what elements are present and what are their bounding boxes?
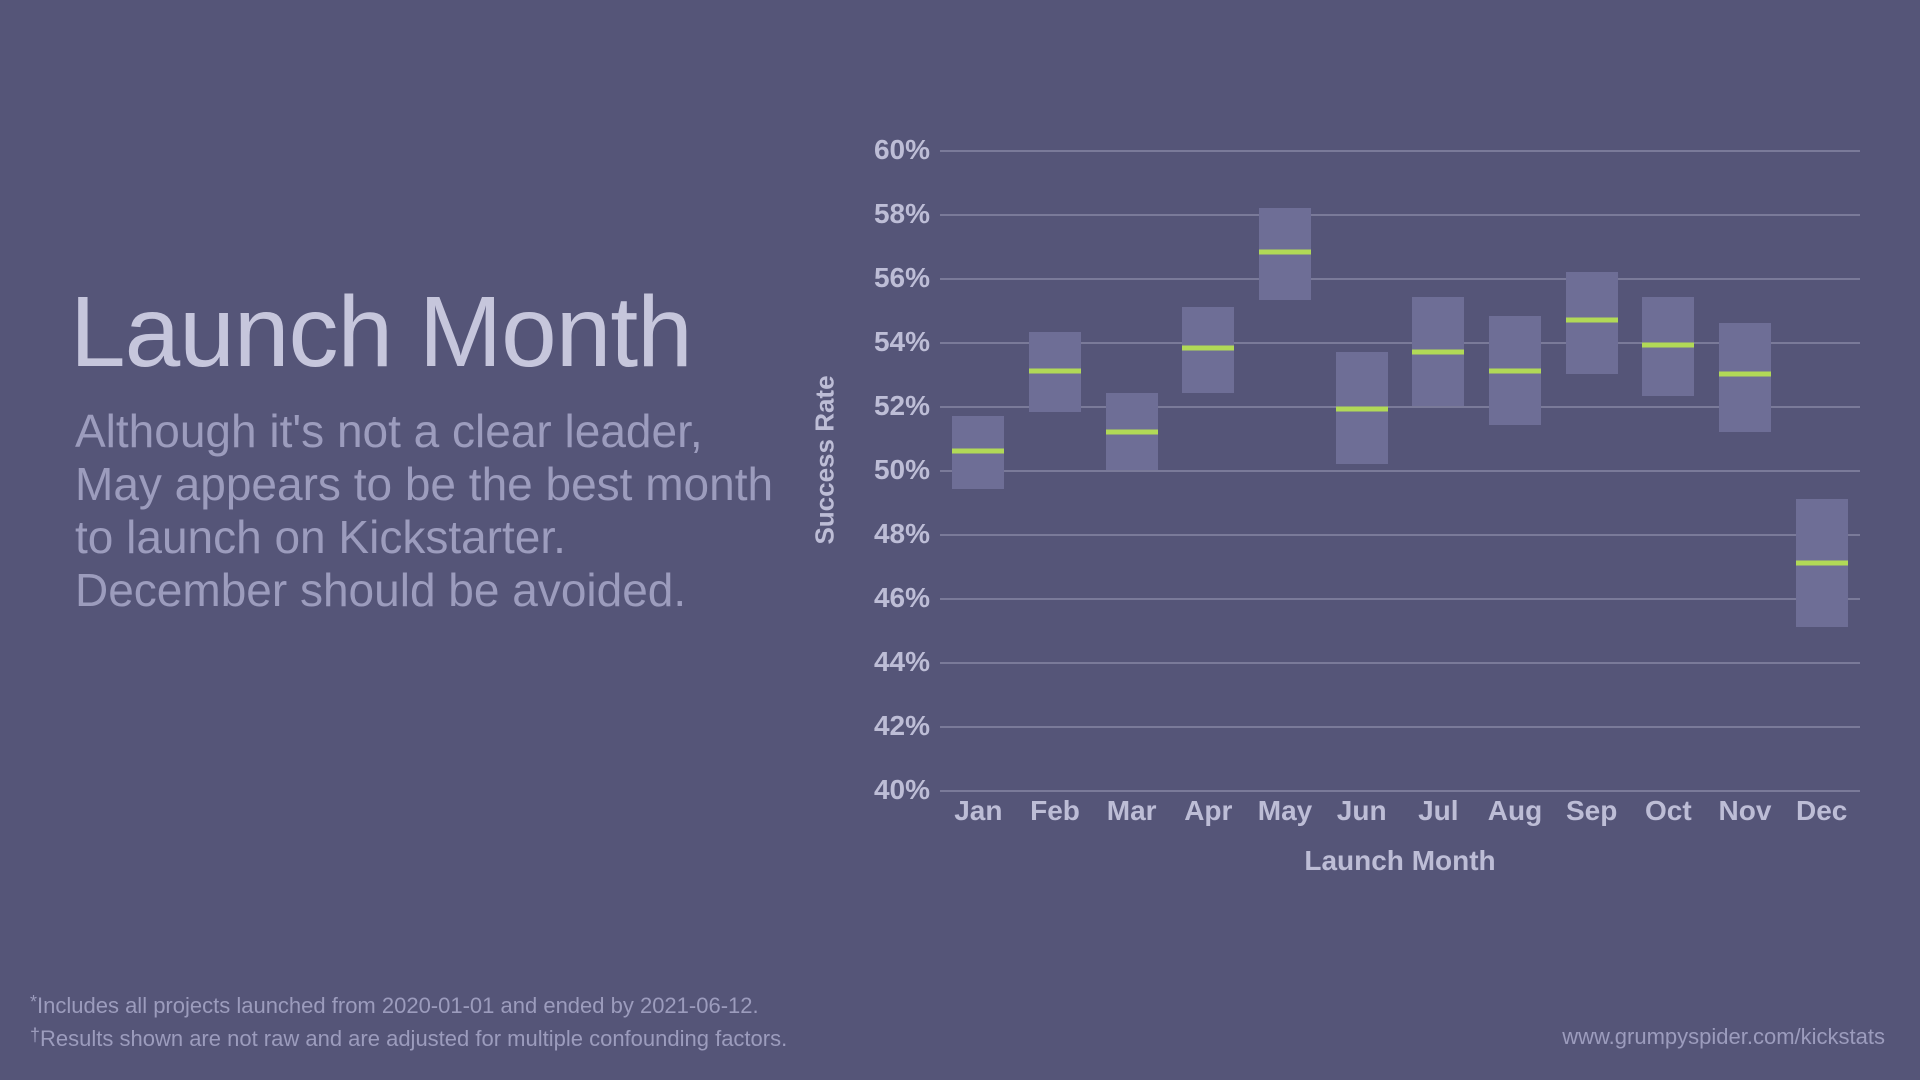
plot-area (940, 150, 1860, 790)
x-tick-label: Mar (1107, 795, 1157, 827)
x-tick-label: Oct (1645, 795, 1692, 827)
median-marker (1642, 343, 1694, 348)
median-marker (952, 448, 1004, 453)
median-marker (1489, 368, 1541, 373)
gridline (940, 214, 1860, 216)
x-tick-label: May (1258, 795, 1312, 827)
median-marker (1796, 560, 1848, 565)
x-tick-label: Dec (1796, 795, 1847, 827)
range-bar (1719, 323, 1771, 432)
gridline (940, 534, 1860, 536)
page-title: Launch Month (70, 275, 692, 390)
median-marker (1336, 407, 1388, 412)
footnotes: *Includes all projects launched from 202… (30, 989, 787, 1055)
y-tick-label: 40% (820, 774, 930, 806)
x-tick-label: Apr (1184, 795, 1232, 827)
y-tick-label: 50% (820, 454, 930, 486)
range-bar (1566, 272, 1618, 374)
y-tick-label: 58% (820, 198, 930, 230)
gridline (940, 150, 1860, 152)
median-marker (1029, 368, 1081, 373)
launch-month-chart: Success Rate Launch Month 40%42%44%46%48… (805, 140, 1875, 840)
x-axis-label: Launch Month (1304, 845, 1495, 877)
median-marker (1106, 429, 1158, 434)
median-marker (1412, 349, 1464, 354)
y-tick-label: 60% (820, 134, 930, 166)
y-tick-label: 54% (820, 326, 930, 358)
median-marker (1259, 250, 1311, 255)
footnote-1: *Includes all projects launched from 202… (30, 989, 787, 1022)
x-tick-label: Feb (1030, 795, 1080, 827)
y-tick-label: 46% (820, 582, 930, 614)
median-marker (1719, 372, 1771, 377)
y-tick-label: 42% (820, 710, 930, 742)
gridline (940, 278, 1860, 280)
gridline (940, 470, 1860, 472)
gridline (940, 662, 1860, 664)
x-tick-label: Jan (954, 795, 1002, 827)
median-marker (1566, 317, 1618, 322)
footnote-2: †Results shown are not raw and are adjus… (30, 1022, 787, 1055)
gridline (940, 790, 1860, 792)
y-tick-label: 56% (820, 262, 930, 294)
x-tick-label: Aug (1488, 795, 1542, 827)
y-tick-label: 44% (820, 646, 930, 678)
y-tick-label: 48% (820, 518, 930, 550)
gridline (940, 726, 1860, 728)
gridline (940, 598, 1860, 600)
median-marker (1182, 346, 1234, 351)
credit-url: www.grumpyspider.com/kickstats (1562, 1024, 1885, 1050)
y-tick-label: 52% (820, 390, 930, 422)
x-tick-label: Jul (1418, 795, 1458, 827)
x-tick-label: Sep (1566, 795, 1617, 827)
page-subtitle: Although it's not a clear leader, May ap… (75, 405, 775, 617)
x-tick-label: Nov (1719, 795, 1772, 827)
x-tick-label: Jun (1337, 795, 1387, 827)
